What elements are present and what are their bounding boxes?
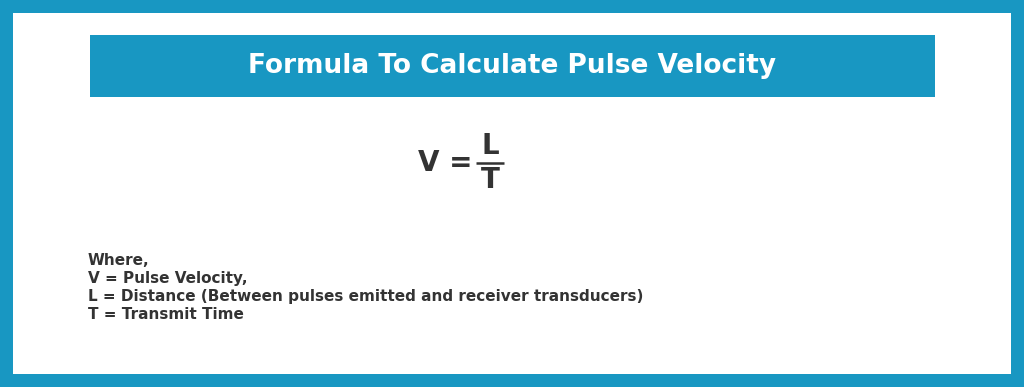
Text: Where,: Where, — [88, 253, 150, 268]
Text: V = Pulse Velocity,: V = Pulse Velocity, — [88, 271, 248, 286]
Text: Formula To Calculate Pulse Velocity: Formula To Calculate Pulse Velocity — [249, 53, 776, 79]
FancyBboxPatch shape — [13, 13, 1011, 374]
Text: T = Transmit Time: T = Transmit Time — [88, 307, 244, 322]
Text: V =: V = — [418, 149, 472, 177]
Text: T: T — [480, 166, 500, 194]
Text: L: L — [481, 132, 499, 160]
Text: L = Distance (Between pulses emitted and receiver transducers): L = Distance (Between pulses emitted and… — [88, 289, 643, 304]
FancyBboxPatch shape — [90, 35, 935, 97]
